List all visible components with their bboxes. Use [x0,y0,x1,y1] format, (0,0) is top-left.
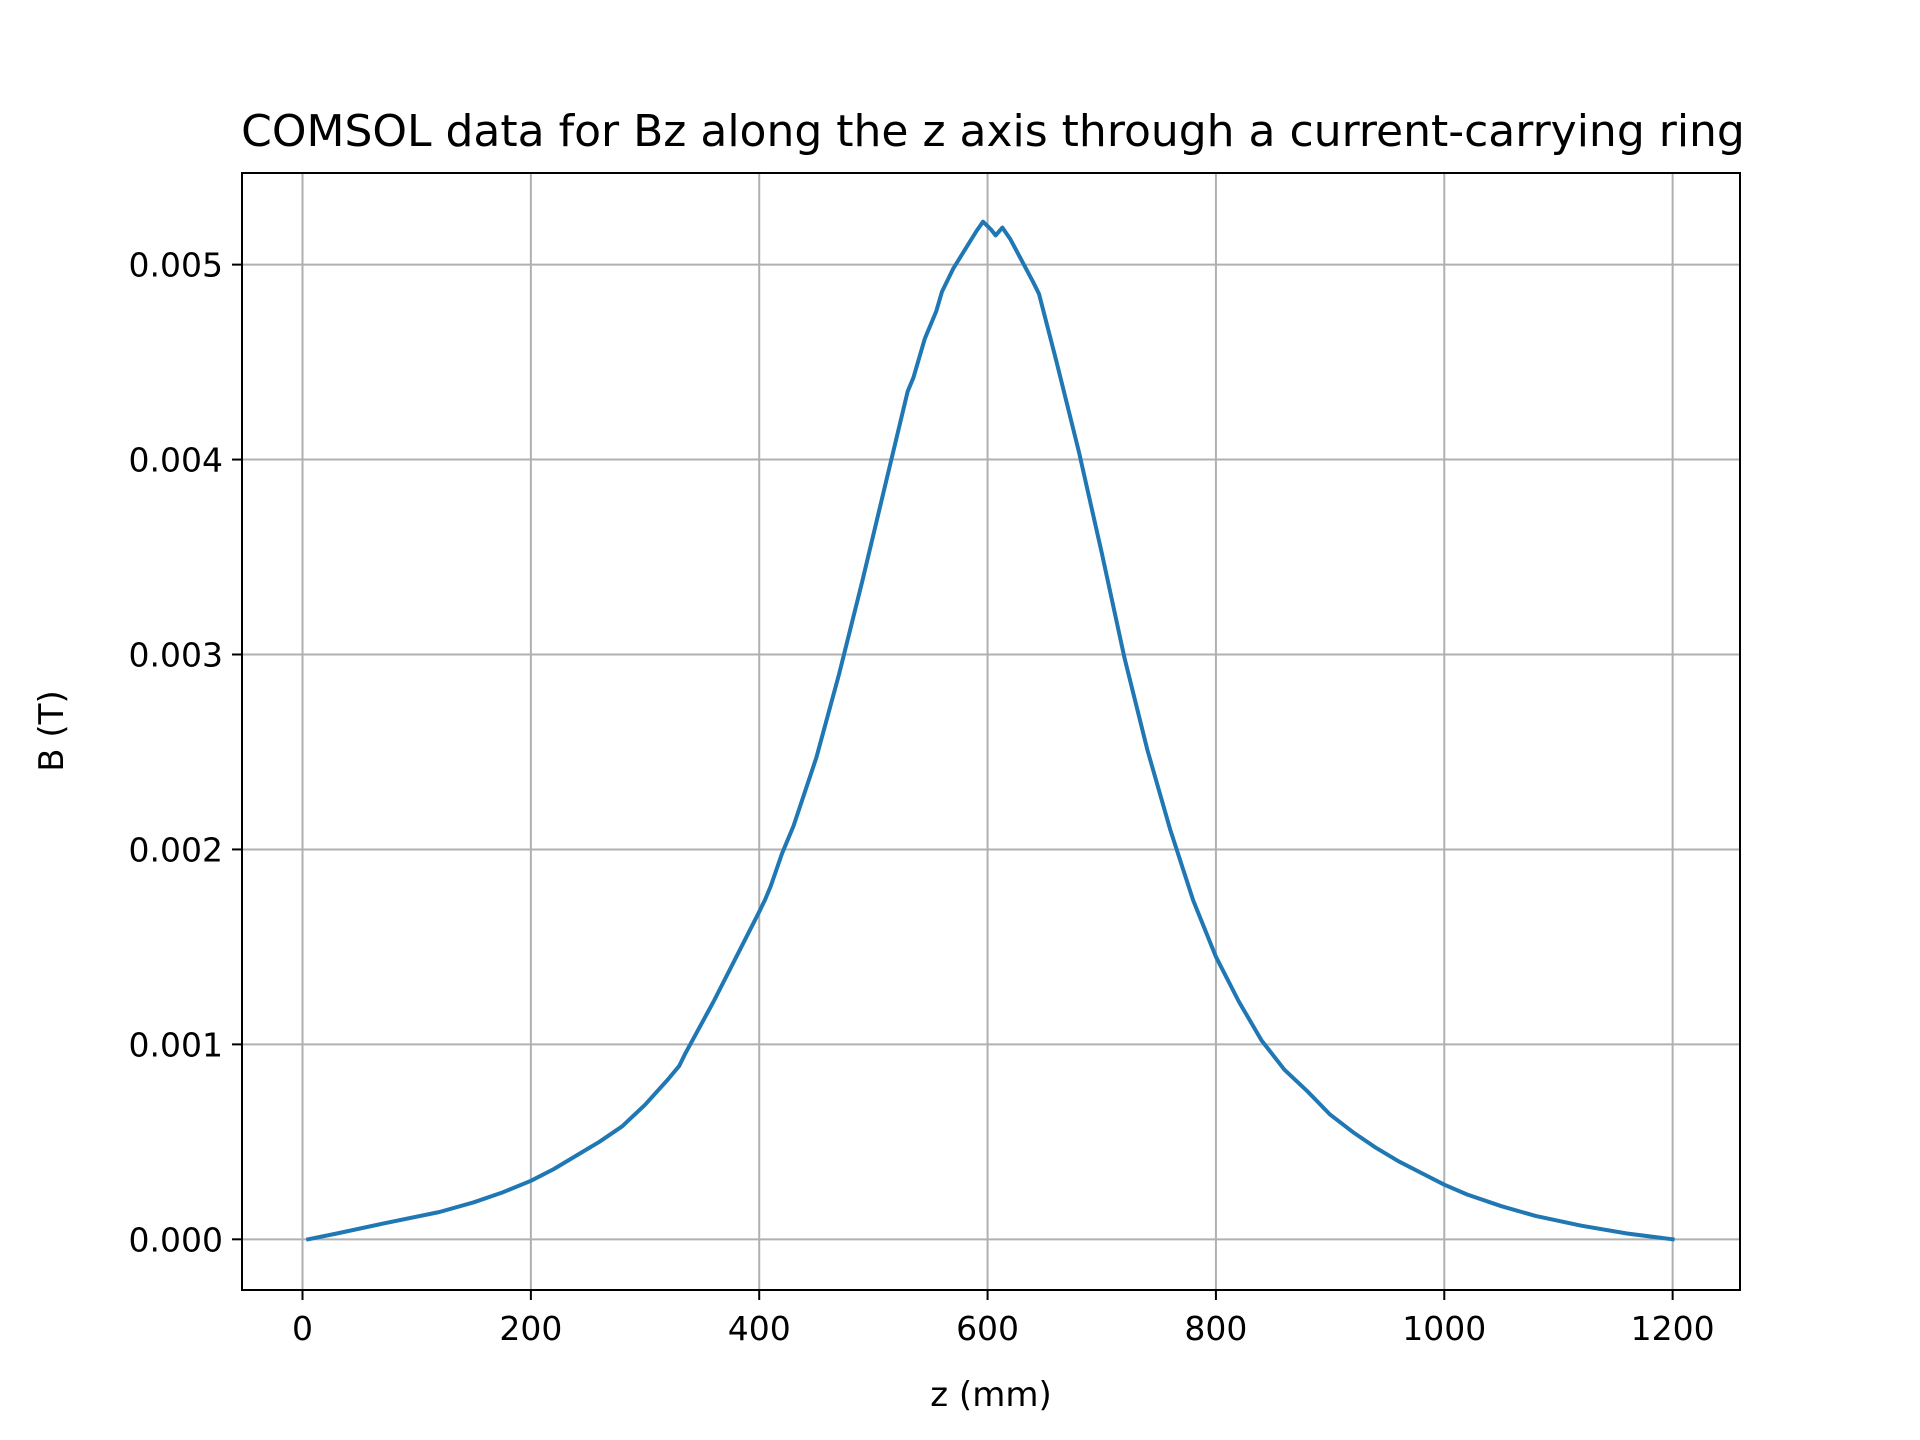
y-tick-label: 0.005 [129,246,223,285]
x-tick-label: 200 [499,1309,562,1348]
x-tick-label: 0 [292,1309,313,1348]
y-tick-label: 0.003 [129,635,223,674]
y-axis: 0.000 0.001 0.002 0.003 0.004 0.005 [129,246,242,1259]
x-axis: 0 200 400 600 800 1000 1200 [292,1290,1715,1348]
x-tick-label: 600 [956,1309,1019,1348]
y-tick-label: 0.001 [129,1025,223,1064]
chart-title: COMSOL data for Bz along the z axis thro… [241,106,1745,157]
x-tick-label: 1000 [1402,1309,1486,1348]
x-tick-label: 400 [728,1309,791,1348]
x-axis-label: z (mm) [930,1375,1051,1415]
y-tick-label: 0.002 [129,830,223,869]
axes-frame [241,172,1741,1291]
y-axis-label: B (T) [32,690,72,771]
grid [242,173,1740,1290]
x-tick-label: 800 [1184,1309,1247,1348]
x-tick-label: 1200 [1631,1309,1715,1348]
plot-area [305,219,1675,1242]
y-tick-label: 0.000 [129,1220,223,1259]
series-line [305,219,1675,1242]
y-tick-label: 0.004 [129,441,223,480]
